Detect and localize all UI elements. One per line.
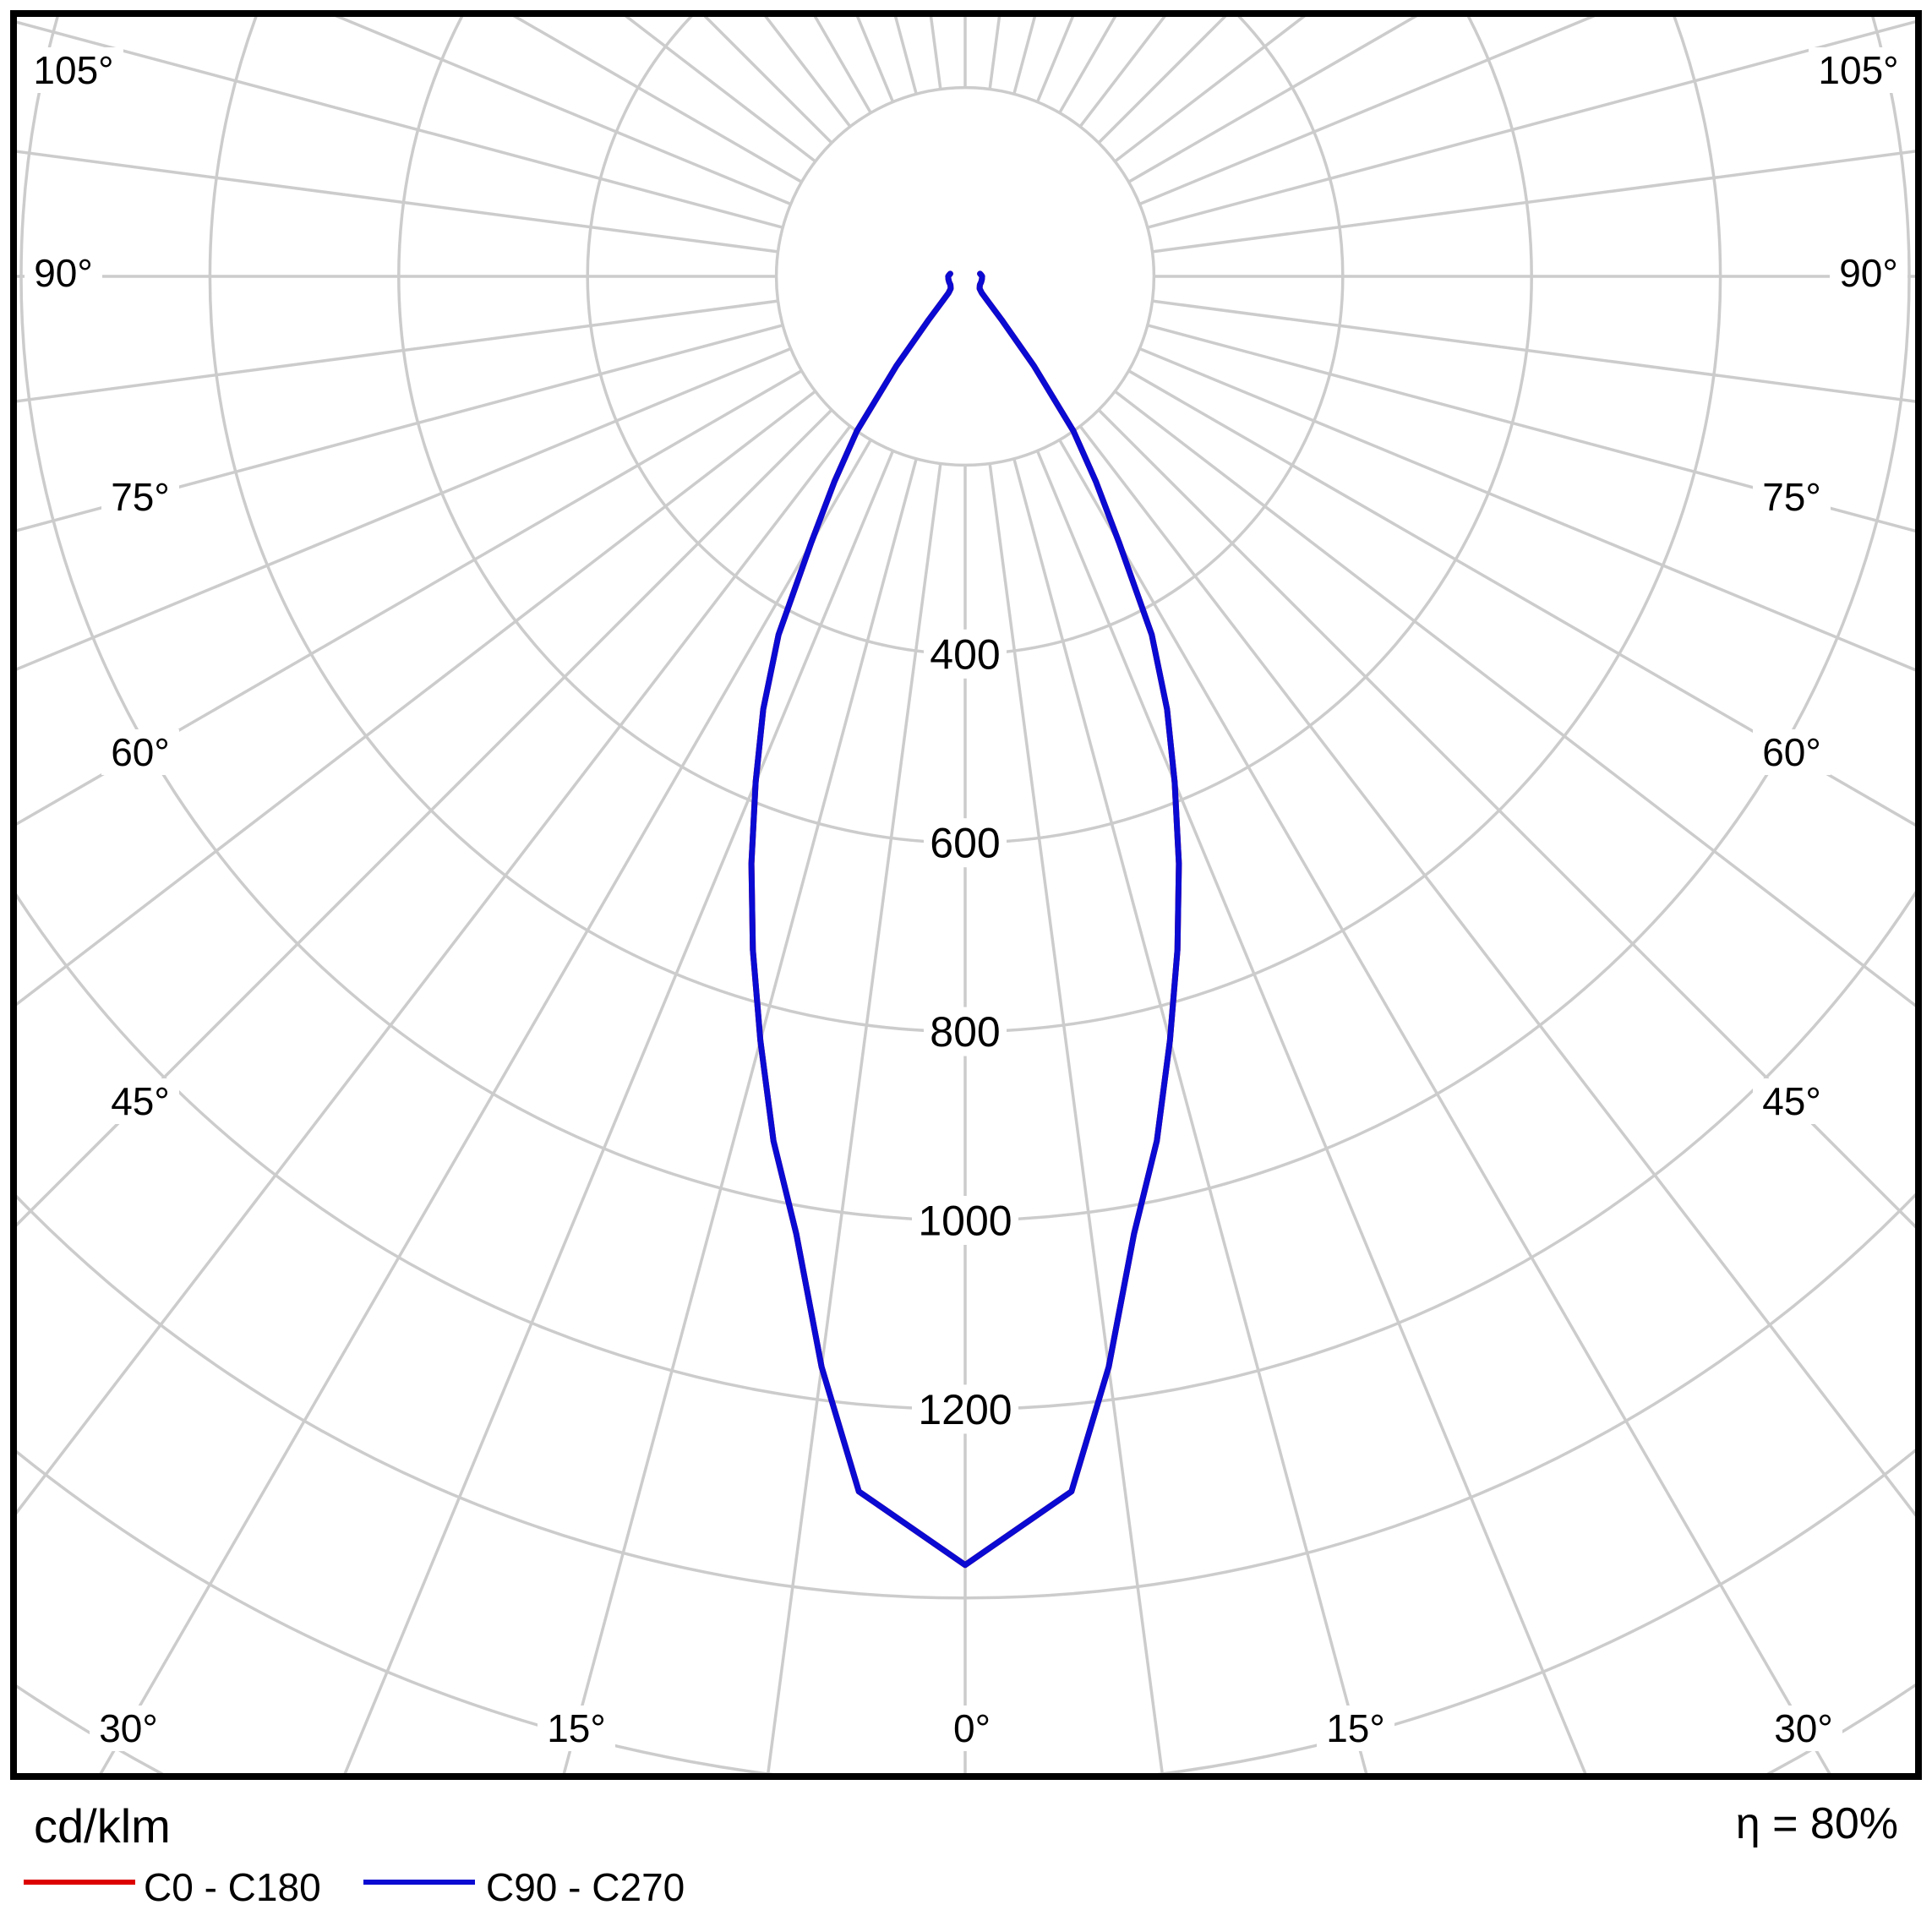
angle-tick-label: 105° [33, 48, 113, 92]
value-tick-label: 800 [930, 1008, 1000, 1056]
angle-tick-label: 15° [547, 1706, 606, 1750]
angle-tick-label: 105° [1818, 48, 1898, 92]
value-tick-label: 400 [930, 630, 1000, 678]
grid-labels: 400 600 800 1000 1200 105° 90° 75° 60° 45° 30° 15° 0… [24, 47, 1908, 1751]
angle-tick-label: 75° [111, 475, 170, 519]
unit-label: cd/klm [34, 1799, 171, 1853]
angle-tick-label: 90° [1839, 251, 1898, 295]
angle-tick-label: 75° [1762, 475, 1821, 519]
legend-line-c90-c270 [363, 1880, 475, 1885]
angle-tick-label: 30° [1774, 1706, 1833, 1750]
plot-frame [10, 10, 1922, 1780]
angle-tick-label: 45° [111, 1079, 170, 1123]
value-tick-label: 1200 [918, 1386, 1012, 1433]
value-tick-label: 600 [930, 820, 1000, 867]
legend-line-c0-c180 [24, 1880, 135, 1885]
angle-tick-label: 45° [1762, 1079, 1821, 1123]
curves [748, 270, 1182, 1569]
angle-tick-label: 60° [111, 730, 170, 774]
angle-tick-label: 0° [953, 1706, 991, 1750]
legend-label-c0-c180: C0 - C180 [144, 1865, 321, 1909]
curve-c90-c270 [748, 270, 1182, 1569]
angle-tick-label: 30° [99, 1706, 158, 1750]
legend-label-c90-c270: C90 - C270 [486, 1865, 685, 1909]
value-tick-label: 1000 [918, 1198, 1012, 1245]
angle-tick-label: 60° [1762, 730, 1821, 774]
efficiency-label: η = 80% [1735, 1799, 1898, 1848]
angle-tick-label: 90° [34, 251, 93, 295]
angle-tick-label: 15° [1326, 1706, 1385, 1750]
